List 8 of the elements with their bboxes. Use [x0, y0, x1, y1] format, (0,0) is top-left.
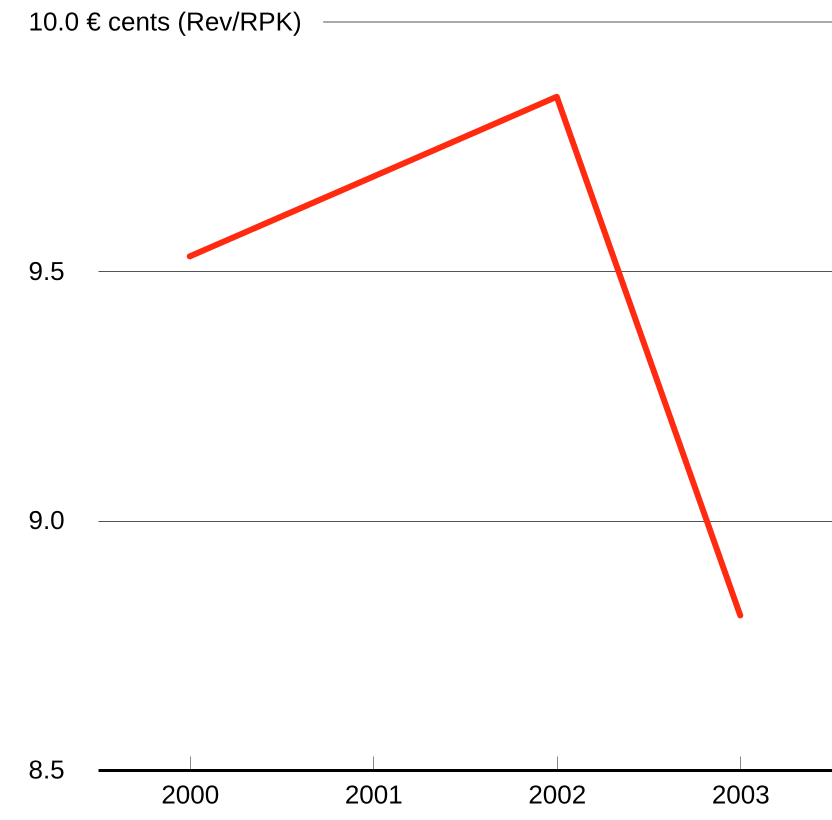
y-tick-label: 8.5: [28, 754, 65, 784]
y-tick-label: 9.5: [28, 256, 65, 286]
x-tick-label: 2001: [344, 780, 403, 810]
y-tick-label: 9.0: [28, 505, 65, 536]
x-tick-label: 2003: [712, 780, 770, 810]
y-tick-label: 10.0 € cents (Rev/RPK): [28, 6, 302, 36]
x-tick-label: 2002: [528, 780, 586, 810]
x-tick-label: 2000: [161, 780, 220, 810]
